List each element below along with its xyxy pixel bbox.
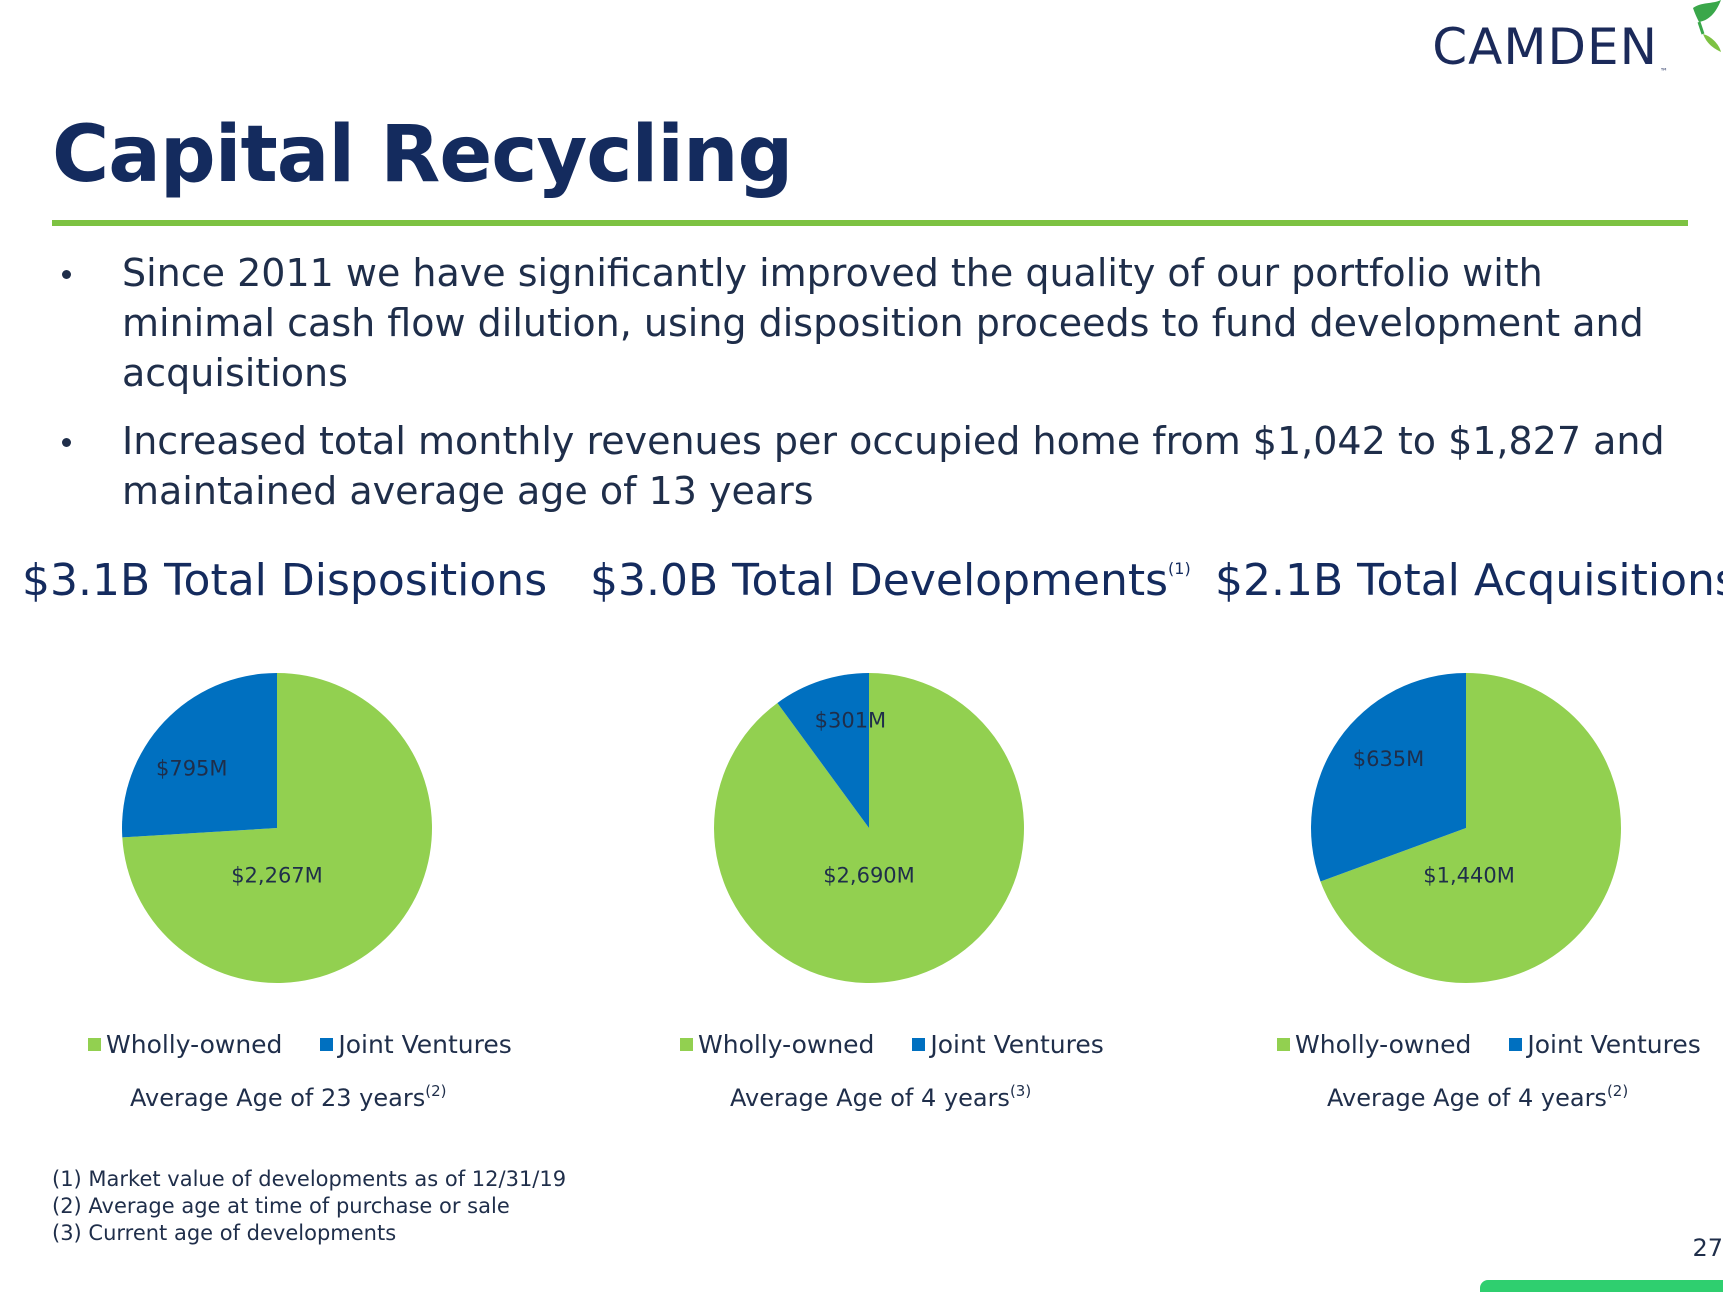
footnote: (1) Market value of developments as of 1… <box>52 1167 567 1191</box>
average-age-footnote: (2) <box>425 1082 447 1100</box>
legend-swatch <box>1277 1038 1290 1051</box>
bullet-list: Since 2011 we have significantly improve… <box>52 248 1692 534</box>
legend-item-joint-ventures: Joint Ventures <box>912 1030 1104 1059</box>
data-label-wholly-owned: $2,267M <box>231 863 323 887</box>
legend-developments: Wholly-owned Joint Ventures <box>680 1030 1134 1059</box>
footnote: (2) Average age at time of purchase or s… <box>52 1194 510 1218</box>
leaf-icon <box>1693 0 1721 52</box>
pie-slice-joint-ventures <box>777 673 869 828</box>
pie-chart-dispositions: $2,267M $795M <box>122 673 433 983</box>
legend-item-wholly-owned: Wholly-owned <box>1277 1030 1471 1059</box>
legend-dispositions: Wholly-owned Joint Ventures <box>88 1030 542 1059</box>
bullet-item: Increased total monthly revenues per occ… <box>52 416 1692 516</box>
legend-label: Wholly-owned <box>1295 1030 1472 1059</box>
bullet-item: Since 2011 we have significantly improve… <box>52 248 1692 398</box>
legend-item-wholly-owned: Wholly-owned <box>680 1030 874 1059</box>
legend-swatch <box>680 1038 693 1051</box>
data-label-wholly-owned: $2,690M <box>823 863 915 887</box>
legend-label: Joint Ventures <box>338 1030 512 1059</box>
data-label-joint-ventures: $635M <box>1353 747 1425 771</box>
data-label-joint-ventures: $795M <box>156 756 228 780</box>
average-age-footnote: (3) <box>1009 1082 1032 1100</box>
page-number: 27 <box>1692 1234 1723 1262</box>
legend-item-joint-ventures: Joint Ventures <box>320 1030 512 1059</box>
logo-trademark: ™ <box>1660 67 1669 76</box>
legend-label: Wholly-owned <box>106 1030 283 1059</box>
logo-text: CAMDEN <box>1432 18 1658 76</box>
panel-title-text: $2.1B Total Acquisitions <box>1215 555 1723 606</box>
panel-title-footnote: (1) <box>1168 559 1191 578</box>
average-age-dispositions: Average Age of 23 years(2) <box>130 1082 447 1112</box>
legend-label: Wholly-owned <box>698 1030 875 1059</box>
pie-slice-wholly-owned <box>1320 673 1621 983</box>
pie-slice-wholly-owned <box>122 673 433 983</box>
legend-item-wholly-owned: Wholly-owned <box>88 1030 282 1059</box>
legend-swatch <box>88 1038 101 1051</box>
average-age-text: Average Age of 23 years <box>130 1084 426 1112</box>
footnote: (3) Current age of developments <box>52 1221 397 1245</box>
bullet-text: Since 2011 we have significantly improve… <box>122 251 1644 395</box>
pie-slice-joint-ventures <box>122 673 277 838</box>
data-label-joint-ventures: $301M <box>815 708 887 732</box>
panel-title-dispositions: $3.1B Total Dispositions <box>22 555 547 606</box>
bullet-text: Increased total monthly revenues per occ… <box>122 419 1665 513</box>
title-divider <box>52 220 1688 226</box>
panel-title-acquisitions: $2.1B Total Acquisitions <box>1215 555 1723 606</box>
legend-swatch <box>320 1038 334 1051</box>
average-age-text: Average Age of 4 years <box>730 1084 1010 1112</box>
footnotes: (1) Market value of developments as of 1… <box>52 1166 566 1247</box>
average-age-footnote: (2) <box>1606 1082 1629 1100</box>
pie-chart-developments: $2,690M $301M <box>714 673 1024 983</box>
average-age-acquisitions: Average Age of 4 years(2) <box>1327 1082 1629 1112</box>
panel-title-text: $3.1B Total Dispositions <box>22 555 548 606</box>
bullet-dot-icon <box>62 270 71 279</box>
camden-logo: CAMDEN ™ <box>1432 18 1669 76</box>
data-label-wholly-owned: $1,440M <box>1423 863 1515 887</box>
legend-label: Joint Ventures <box>930 1030 1104 1059</box>
legend-swatch <box>912 1038 926 1051</box>
legend-item-joint-ventures: Joint Ventures <box>1509 1030 1701 1059</box>
bullet-dot-icon <box>62 438 71 447</box>
average-age-text: Average Age of 4 years <box>1327 1084 1607 1112</box>
average-age-developments: Average Age of 4 years(3) <box>730 1082 1032 1112</box>
legend-label: Joint Ventures <box>1527 1030 1701 1059</box>
legend-acquisitions: Wholly-owned Joint Ventures <box>1277 1030 1723 1059</box>
legend-swatch <box>1509 1038 1523 1051</box>
panel-title-developments: $3.0B Total Developments(1) <box>590 555 1191 606</box>
green-tab-decoration <box>1480 1280 1723 1292</box>
panel-title-text: $3.0B Total Developments <box>590 555 1169 606</box>
pie-slice-joint-ventures <box>1311 673 1466 882</box>
pie-chart-acquisitions: $1,440M $635M <box>1311 673 1621 983</box>
page-title: Capital Recycling <box>52 110 793 200</box>
